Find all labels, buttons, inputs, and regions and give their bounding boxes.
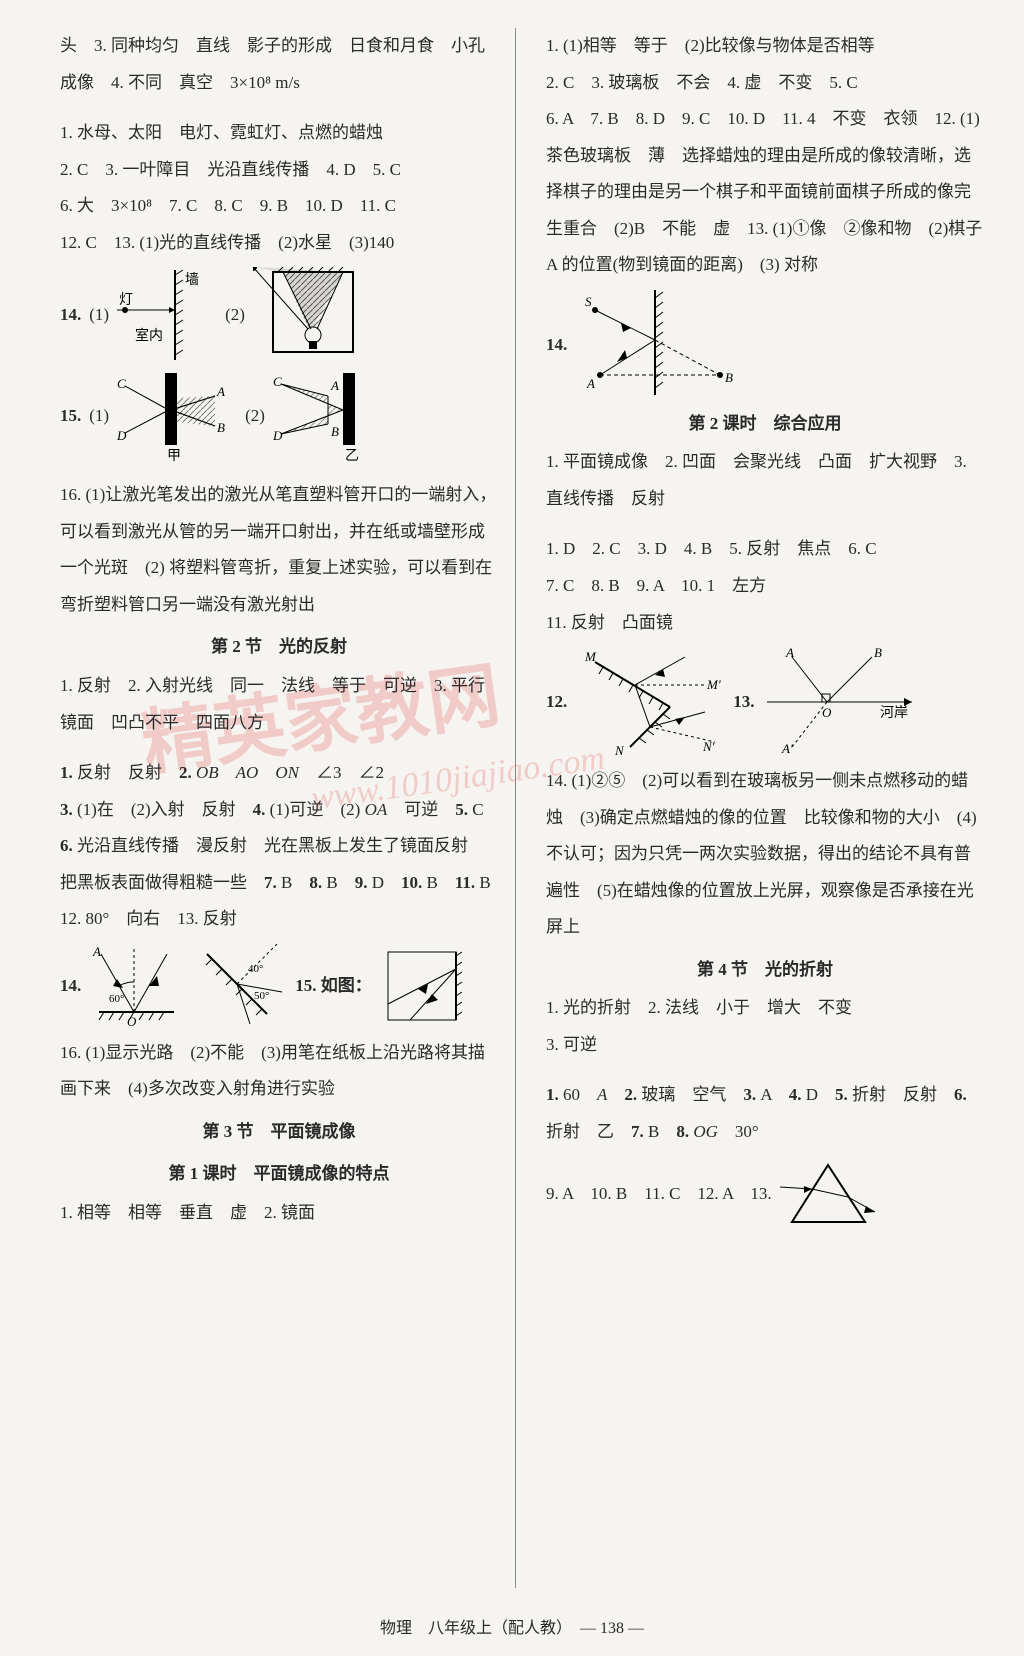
fig15b: C D A B 乙 xyxy=(273,368,393,463)
para: 1. 平面镜成像 2. 凹面 会聚光线 凸面 扩大视野 3. 直线传播 反射 xyxy=(546,444,984,517)
svg-text:D: D xyxy=(273,428,283,443)
fig15a: C D A B 甲 xyxy=(117,368,237,463)
para: 2. C 3. 一叶障目 光沿直线传播 4. D 5. C xyxy=(60,152,498,189)
para: 1. 60 A 2. 玻璃 空气 3. A 4. D 5. 折射 反射 6. 折… xyxy=(546,1077,984,1150)
fig14a: 墙 灯 室内 xyxy=(117,270,217,360)
para: 12. C 13. (1)光的直线传播 (2)水星 (3)140 xyxy=(60,225,498,262)
para: 6. 大 3×10⁸ 7. C 8. C 9. B 10. D 11. C xyxy=(60,188,498,225)
fig14b2: 40° 50° xyxy=(192,944,287,1029)
para: 1. 相等 相等 垂直 虚 2. 镜面 xyxy=(60,1195,498,1232)
para: 3. 可逆 xyxy=(546,1027,984,1064)
fig-prism xyxy=(780,1157,875,1232)
svg-text:N: N xyxy=(614,743,625,757)
svg-text:A: A xyxy=(92,944,101,959)
q15-part1: (1) xyxy=(89,398,109,435)
q14-part1: (1) xyxy=(89,297,109,334)
svg-text:M: M xyxy=(584,649,597,664)
fig-r14: S A B xyxy=(575,290,755,400)
svg-text:乙: 乙 xyxy=(345,448,359,463)
r-q14-label: 14. xyxy=(546,327,567,364)
q15b-label: 15. 如图： xyxy=(295,968,372,1005)
left-column: 头 3. 同种均匀 直线 影子的形成 日食和月食 小孔成像 4. 不同 真空 3… xyxy=(60,28,513,1588)
r-q12-label: 12. xyxy=(546,684,567,721)
svg-text:50°: 50° xyxy=(254,990,269,1002)
para: 1. 反射 2. 入射光线 同一 法线 等于 可逆 3. 平行 镜面 凹凸不平 … xyxy=(60,668,498,741)
para: 14. (1)②⑤ (2)可以看到在玻璃板另一侧未点燃移动的蜡烛 (3)确定点燃… xyxy=(546,763,984,946)
page: 精英家教网 www.1010jiajiao.com 头 3. 同种均匀 直线 影… xyxy=(0,0,1024,1608)
para: 3. (1)在 (2)入射 反射 4. (1)可逆 (2) OA 可逆 5. C… xyxy=(60,792,498,902)
q15-label: 15. xyxy=(60,398,81,435)
para: 16. (1)让激光笔发出的激光从笔直塑料管开口的一端射入，可以看到激光从管的另… xyxy=(60,477,498,623)
q14b-label: 14. xyxy=(60,968,81,1005)
para: 9. A 10. B 11. C 12. A 13. xyxy=(546,1176,772,1213)
q15-part2: (2) xyxy=(245,398,265,435)
fig-r13: A B O A′ 河岸 xyxy=(762,647,917,757)
svg-text:A: A xyxy=(785,647,794,660)
para: 2. C 3. 玻璃板 不会 4. 虚 不变 5. C xyxy=(546,65,984,102)
para: 6. A 7. B 8. D 9. C 10. D 11. 4 不变 衣领 12… xyxy=(546,101,984,284)
r-q14-row: 14. S A B xyxy=(546,290,984,400)
para: 16. (1)显示光路 (2)不能 (3)用笔在纸板上沿光路将其描画下来 (4)… xyxy=(60,1035,498,1108)
page-footer: 物理 八年级上（配人教） — 138 — xyxy=(0,1608,1024,1656)
svg-text:C: C xyxy=(273,374,282,389)
para: 1. D 2. C 3. D 4. B 5. 反射 焦点 6. C xyxy=(546,531,984,568)
svg-text:B: B xyxy=(725,370,733,385)
svg-text:N′: N′ xyxy=(702,739,715,754)
fig-label: 墙 xyxy=(185,272,199,288)
svg-text:B: B xyxy=(217,420,225,435)
subsection-heading: 第 1 课时 平面镜成像的特点 xyxy=(60,1156,498,1193)
svg-text:M′: M′ xyxy=(706,677,721,692)
para: 1. 水母、太阳 电灯、霓虹灯、点燃的蜡烛 xyxy=(60,115,498,152)
r-q12-13-row: 12. M N M′ N′ xyxy=(546,647,984,757)
svg-text:A′: A′ xyxy=(781,741,793,756)
svg-text:B: B xyxy=(874,647,882,660)
right-column: 1. (1)相等 等于 (2)比较像与物体是否相等 2. C 3. 玻璃板 不会… xyxy=(518,28,984,1588)
fig15b2 xyxy=(380,944,465,1029)
r-q13-label: 13. xyxy=(733,684,754,721)
r-q9-13-row: 9. A 10. B 11. C 12. A 13. xyxy=(546,1157,984,1232)
section-heading: 第 3 节 平面镜成像 xyxy=(60,1114,498,1151)
para: 1. 反射 反射 2. OB AO ON ∠3 ∠2 xyxy=(60,755,498,792)
svg-text:河岸: 河岸 xyxy=(880,705,908,721)
svg-text:D: D xyxy=(117,428,127,443)
svg-text:60°: 60° xyxy=(109,993,124,1005)
section-heading: 第 2 节 光的反射 xyxy=(60,629,498,666)
q14b-row: 14. A O 60° xyxy=(60,944,498,1029)
svg-text:A: A xyxy=(330,378,339,393)
q14-row: 14. (1) 墙 灯 室内 xyxy=(60,267,498,362)
q14-part2: (2) xyxy=(225,297,245,334)
fig-label: 灯 xyxy=(119,292,133,308)
svg-text:甲: 甲 xyxy=(167,449,181,463)
svg-text:C: C xyxy=(117,376,126,391)
para: 1. (1)相等 等于 (2)比较像与物体是否相等 xyxy=(546,28,984,65)
column-divider xyxy=(515,28,516,1588)
svg-text:B: B xyxy=(331,424,339,439)
para: 1. 光的折射 2. 法线 小于 增大 不变 xyxy=(546,990,984,1027)
section-heading: 第 4 节 光的折射 xyxy=(546,952,984,989)
para: 11. 反射 凸面镜 xyxy=(546,605,984,642)
svg-text:O: O xyxy=(127,1014,137,1029)
svg-text:S: S xyxy=(585,294,592,309)
q14-label: 14. xyxy=(60,297,81,334)
fig14b xyxy=(253,267,363,362)
svg-text:40°: 40° xyxy=(248,963,263,975)
fig-r12: M N M′ N′ xyxy=(575,647,725,757)
subsection-heading: 第 2 课时 综合应用 xyxy=(546,406,984,443)
svg-text:A: A xyxy=(586,376,595,391)
para: 头 3. 同种均匀 直线 影子的形成 日食和月食 小孔成像 4. 不同 真空 3… xyxy=(60,28,498,101)
fig14b1: A O 60° xyxy=(89,944,184,1029)
svg-text:A: A xyxy=(216,384,225,399)
para: 7. C 8. B 9. A 10. 1 左方 xyxy=(546,568,984,605)
para: 12. 80° 向右 13. 反射 xyxy=(60,901,498,938)
fig-label: 室内 xyxy=(135,327,163,344)
q15-row: 15. (1) C D A B 甲 xyxy=(60,368,498,463)
